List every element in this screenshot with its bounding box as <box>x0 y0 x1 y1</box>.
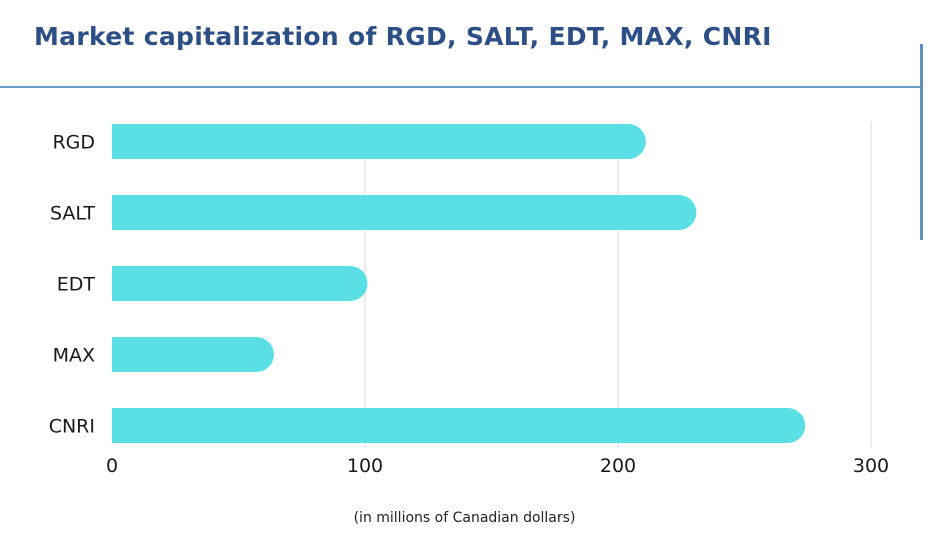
bar-edt <box>112 266 368 301</box>
category-label-cnri: CNRI <box>49 416 95 438</box>
x-tick-labels: 0 100 200 300 <box>106 455 889 477</box>
gridlines <box>364 122 872 448</box>
scrollbar-edge <box>920 44 923 240</box>
bar-rgd <box>112 124 646 159</box>
x-tick-label: 100 <box>347 455 383 477</box>
x-tick-label: 300 <box>853 455 889 477</box>
category-label-salt: SALT <box>50 203 95 225</box>
category-label-rgd: RGD <box>52 132 95 154</box>
bar-cnri <box>112 408 806 443</box>
x-tick-label: 200 <box>600 455 636 477</box>
category-labels: RGD SALT EDT MAX CNRI <box>49 132 96 438</box>
x-tick-label: 0 <box>106 455 118 477</box>
x-axis-label: (in millions of Canadian dollars) <box>353 510 576 526</box>
category-label-max: MAX <box>53 345 95 367</box>
chart-title: Market capitalization of RGD, SALT, EDT,… <box>34 22 772 51</box>
category-label-edt: EDT <box>57 274 96 296</box>
bar-salt <box>112 195 697 230</box>
bar-max <box>112 337 274 372</box>
header-divider <box>0 86 920 88</box>
bars <box>112 124 806 443</box>
